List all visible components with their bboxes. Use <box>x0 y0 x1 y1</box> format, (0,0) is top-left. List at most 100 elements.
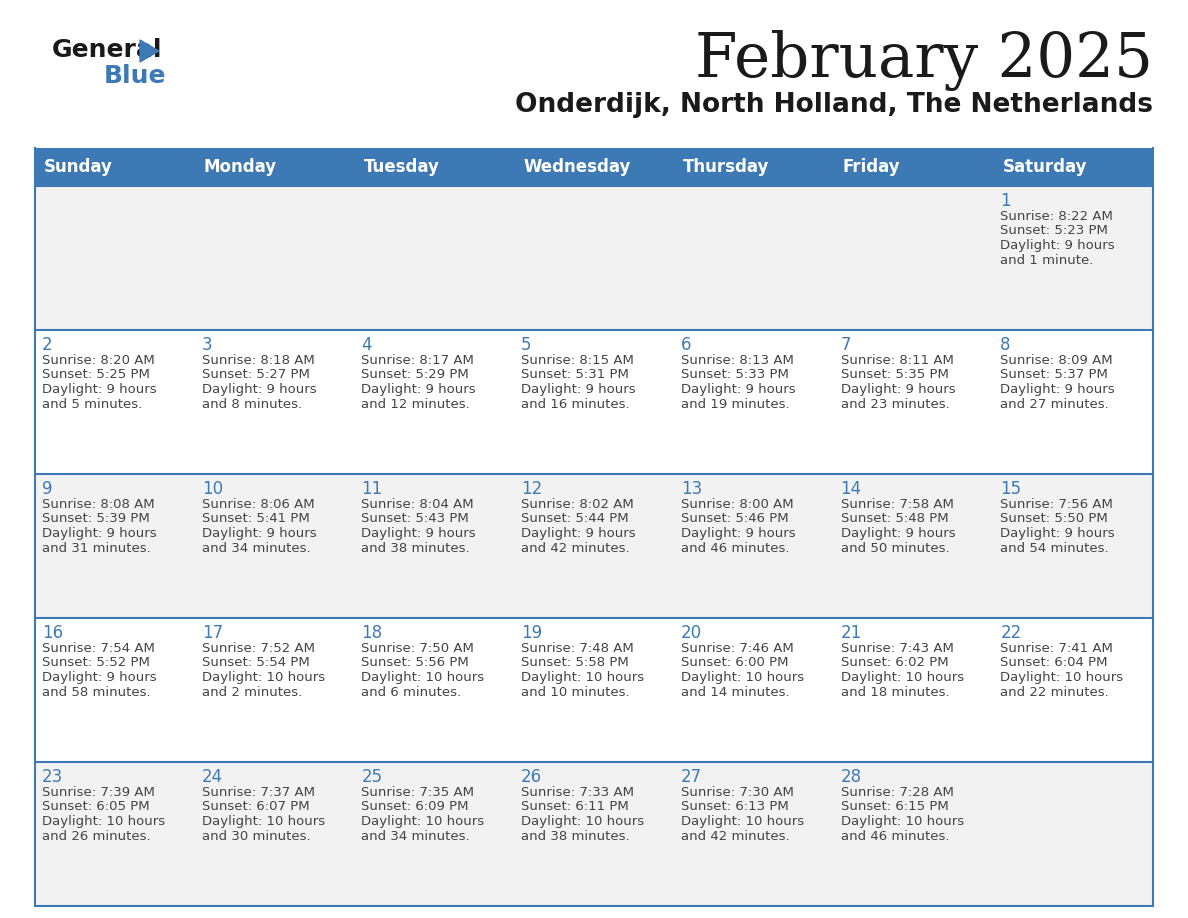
Text: Sunset: 6:11 PM: Sunset: 6:11 PM <box>522 800 628 813</box>
Text: and 10 minutes.: and 10 minutes. <box>522 686 630 699</box>
Text: Sunrise: 7:37 AM: Sunrise: 7:37 AM <box>202 786 315 799</box>
Text: Sunset: 6:02 PM: Sunset: 6:02 PM <box>841 656 948 669</box>
Text: Thursday: Thursday <box>683 158 770 176</box>
Text: Daylight: 9 hours: Daylight: 9 hours <box>1000 239 1114 252</box>
Text: Sunset: 5:52 PM: Sunset: 5:52 PM <box>42 656 150 669</box>
Text: Daylight: 9 hours: Daylight: 9 hours <box>202 383 316 396</box>
Text: Saturday: Saturday <box>1003 158 1087 176</box>
Text: 14: 14 <box>841 480 861 498</box>
Text: Daylight: 10 hours: Daylight: 10 hours <box>681 815 804 828</box>
Text: Daylight: 9 hours: Daylight: 9 hours <box>1000 383 1114 396</box>
Text: 18: 18 <box>361 624 383 642</box>
Text: and 22 minutes.: and 22 minutes. <box>1000 686 1110 699</box>
Text: Sunrise: 7:46 AM: Sunrise: 7:46 AM <box>681 642 794 655</box>
Text: 15: 15 <box>1000 480 1022 498</box>
Text: Sunset: 6:15 PM: Sunset: 6:15 PM <box>841 800 948 813</box>
Bar <box>34 186 1154 330</box>
Text: Sunset: 5:48 PM: Sunset: 5:48 PM <box>841 512 948 525</box>
Text: 22: 22 <box>1000 624 1022 642</box>
Text: Blue: Blue <box>105 64 166 88</box>
Text: Daylight: 9 hours: Daylight: 9 hours <box>42 383 157 396</box>
Text: Sunrise: 8:15 AM: Sunrise: 8:15 AM <box>522 354 634 367</box>
Text: Daylight: 10 hours: Daylight: 10 hours <box>202 671 324 684</box>
Text: Daylight: 9 hours: Daylight: 9 hours <box>42 671 157 684</box>
Text: 2: 2 <box>42 336 52 354</box>
Text: Sunrise: 8:02 AM: Sunrise: 8:02 AM <box>522 498 634 511</box>
Bar <box>34 618 1154 762</box>
Text: Sunset: 5:56 PM: Sunset: 5:56 PM <box>361 656 469 669</box>
Text: and 16 minutes.: and 16 minutes. <box>522 397 630 410</box>
Text: Sunset: 5:41 PM: Sunset: 5:41 PM <box>202 512 309 525</box>
Text: Daylight: 10 hours: Daylight: 10 hours <box>681 671 804 684</box>
Bar <box>514 148 674 186</box>
Text: and 38 minutes.: and 38 minutes. <box>522 830 630 843</box>
Text: Daylight: 9 hours: Daylight: 9 hours <box>202 527 316 540</box>
Text: Sunrise: 8:22 AM: Sunrise: 8:22 AM <box>1000 210 1113 223</box>
Text: Sunset: 6:07 PM: Sunset: 6:07 PM <box>202 800 309 813</box>
Text: Sunrise: 8:11 AM: Sunrise: 8:11 AM <box>841 354 954 367</box>
Text: Sunrise: 8:06 AM: Sunrise: 8:06 AM <box>202 498 315 511</box>
Text: Sunrise: 8:08 AM: Sunrise: 8:08 AM <box>42 498 154 511</box>
Text: Daylight: 10 hours: Daylight: 10 hours <box>522 815 644 828</box>
Text: 21: 21 <box>841 624 861 642</box>
Text: Sunset: 5:44 PM: Sunset: 5:44 PM <box>522 512 628 525</box>
Text: 24: 24 <box>202 768 223 786</box>
Text: Sunset: 6:05 PM: Sunset: 6:05 PM <box>42 800 150 813</box>
Text: 5: 5 <box>522 336 532 354</box>
Text: Sunrise: 7:56 AM: Sunrise: 7:56 AM <box>1000 498 1113 511</box>
Text: and 18 minutes.: and 18 minutes. <box>841 686 949 699</box>
Text: and 30 minutes.: and 30 minutes. <box>202 830 310 843</box>
Text: and 8 minutes.: and 8 minutes. <box>202 397 302 410</box>
Text: Sunset: 5:31 PM: Sunset: 5:31 PM <box>522 368 628 382</box>
Text: and 46 minutes.: and 46 minutes. <box>841 830 949 843</box>
Text: Sunset: 6:00 PM: Sunset: 6:00 PM <box>681 656 789 669</box>
Text: Monday: Monday <box>203 158 277 176</box>
Text: Daylight: 10 hours: Daylight: 10 hours <box>361 671 485 684</box>
Text: and 54 minutes.: and 54 minutes. <box>1000 542 1108 554</box>
Text: Sunrise: 8:00 AM: Sunrise: 8:00 AM <box>681 498 794 511</box>
Text: Sunset: 5:29 PM: Sunset: 5:29 PM <box>361 368 469 382</box>
Bar <box>34 148 195 186</box>
Text: 17: 17 <box>202 624 223 642</box>
Text: February 2025: February 2025 <box>695 30 1154 91</box>
Text: Daylight: 9 hours: Daylight: 9 hours <box>361 527 476 540</box>
Bar <box>195 148 354 186</box>
Text: 10: 10 <box>202 480 223 498</box>
Text: Daylight: 9 hours: Daylight: 9 hours <box>841 383 955 396</box>
Text: 27: 27 <box>681 768 702 786</box>
Text: and 42 minutes.: and 42 minutes. <box>522 542 630 554</box>
Text: Sunset: 5:46 PM: Sunset: 5:46 PM <box>681 512 789 525</box>
Text: 1: 1 <box>1000 192 1011 210</box>
Text: and 34 minutes.: and 34 minutes. <box>361 830 470 843</box>
Text: and 19 minutes.: and 19 minutes. <box>681 397 790 410</box>
Text: Sunset: 5:50 PM: Sunset: 5:50 PM <box>1000 512 1108 525</box>
Bar <box>993 148 1154 186</box>
Text: 8: 8 <box>1000 336 1011 354</box>
Text: Sunrise: 7:33 AM: Sunrise: 7:33 AM <box>522 786 634 799</box>
Text: 9: 9 <box>42 480 52 498</box>
Bar <box>34 330 1154 474</box>
Text: Daylight: 9 hours: Daylight: 9 hours <box>522 383 636 396</box>
Polygon shape <box>140 40 159 62</box>
Text: Sunrise: 8:13 AM: Sunrise: 8:13 AM <box>681 354 794 367</box>
Text: and 38 minutes.: and 38 minutes. <box>361 542 470 554</box>
Text: Daylight: 9 hours: Daylight: 9 hours <box>1000 527 1114 540</box>
Bar <box>354 148 514 186</box>
Text: and 27 minutes.: and 27 minutes. <box>1000 397 1110 410</box>
Text: Sunset: 5:43 PM: Sunset: 5:43 PM <box>361 512 469 525</box>
Text: Sunset: 6:13 PM: Sunset: 6:13 PM <box>681 800 789 813</box>
Text: Daylight: 10 hours: Daylight: 10 hours <box>841 815 963 828</box>
Bar <box>834 148 993 186</box>
Text: Sunrise: 7:30 AM: Sunrise: 7:30 AM <box>681 786 794 799</box>
Text: 20: 20 <box>681 624 702 642</box>
Text: Sunset: 6:04 PM: Sunset: 6:04 PM <box>1000 656 1107 669</box>
Text: Daylight: 9 hours: Daylight: 9 hours <box>361 383 476 396</box>
Bar <box>34 762 1154 906</box>
Text: Daylight: 9 hours: Daylight: 9 hours <box>681 527 796 540</box>
Text: 25: 25 <box>361 768 383 786</box>
Text: Daylight: 9 hours: Daylight: 9 hours <box>841 527 955 540</box>
Text: Sunrise: 7:58 AM: Sunrise: 7:58 AM <box>841 498 954 511</box>
Text: Daylight: 9 hours: Daylight: 9 hours <box>42 527 157 540</box>
Text: and 2 minutes.: and 2 minutes. <box>202 686 302 699</box>
Text: Sunset: 5:27 PM: Sunset: 5:27 PM <box>202 368 310 382</box>
